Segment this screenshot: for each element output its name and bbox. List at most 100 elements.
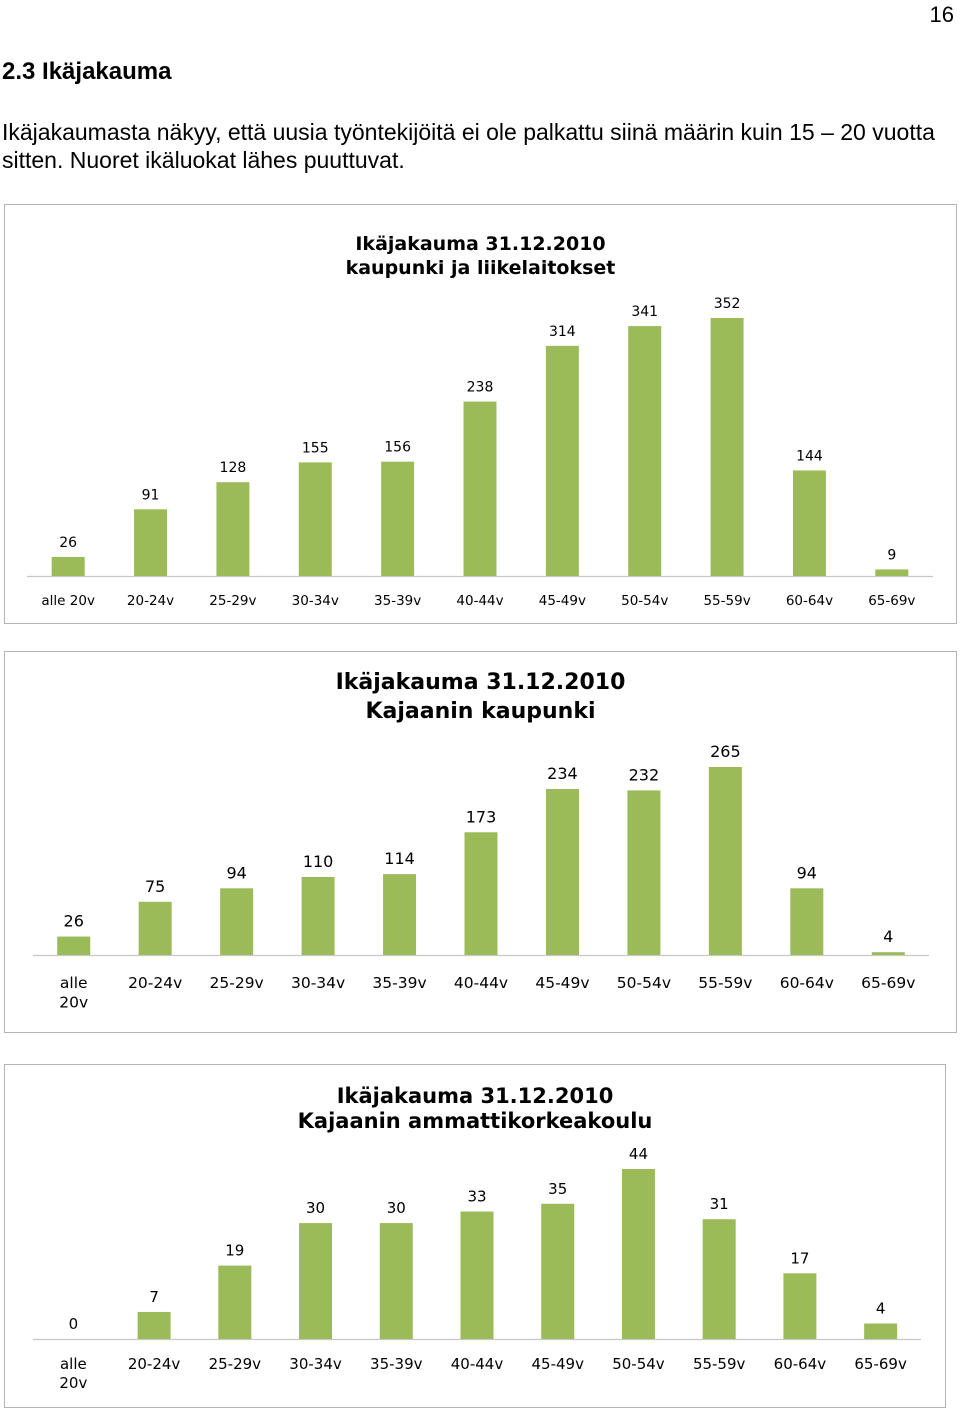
data-label: 173 <box>466 807 497 826</box>
bar <box>628 326 662 576</box>
x-tick-label: 35-39v <box>372 974 426 992</box>
bar <box>299 1223 333 1339</box>
data-label: 94 <box>226 863 246 882</box>
x-tick-label: 60-64v <box>774 1355 827 1373</box>
bar <box>545 345 579 576</box>
bar <box>137 1311 171 1339</box>
data-label: 35 <box>548 1180 567 1198</box>
bar <box>379 1223 413 1339</box>
bar <box>790 888 824 955</box>
x-tick-label: 65-69v <box>854 1355 907 1373</box>
x-tick-label: alle 20v <box>59 1355 87 1392</box>
chart-frame-2: Ikäjakauma 31.12.2010 Kajaanin kaupunki 26… <box>4 651 957 1033</box>
bar <box>220 888 254 955</box>
data-label: 232 <box>629 765 660 784</box>
data-label: 30 <box>306 1199 325 1217</box>
x-tick-label: 45-49v <box>531 1355 584 1373</box>
bar <box>871 952 905 955</box>
data-label: 238 <box>467 380 494 396</box>
x-tick-label: 65-69v <box>861 974 915 992</box>
x-tick-label: 30-34v <box>291 974 345 992</box>
data-label: 0 <box>69 1315 79 1333</box>
x-tick-label: 45-49v <box>539 593 586 609</box>
data-label: 114 <box>384 849 415 868</box>
x-tick-label: 25-29v <box>210 974 264 992</box>
bar <box>710 318 744 576</box>
data-label: 156 <box>384 440 411 456</box>
data-label: 341 <box>631 304 658 320</box>
intro-paragraph: Ikäjakaumasta näkyy, että uusia työnteki… <box>2 119 935 173</box>
x-tick-label: 40-44v <box>454 974 508 992</box>
x-tick-label: 20-24v <box>128 1355 181 1373</box>
bar <box>545 788 579 955</box>
data-label: 265 <box>710 742 741 761</box>
chart-subtitle: Kajaanin kaupunki <box>365 699 595 724</box>
data-label: 352 <box>714 296 741 312</box>
x-tick-label: 60-64v <box>780 974 834 992</box>
bar <box>541 1203 575 1339</box>
x-tick-label: 35-39v <box>374 593 421 609</box>
bar <box>460 1211 494 1339</box>
data-label: 4 <box>883 927 893 946</box>
chart-subtitle: Kajaanin ammattikorkeakoulu <box>298 1109 653 1133</box>
data-label: 75 <box>145 877 165 896</box>
bar <box>864 1323 898 1339</box>
chart-frame-3: Ikäjakauma 31.12.2010 Kajaanin ammattikor… <box>4 1064 946 1408</box>
bar <box>627 790 661 955</box>
data-label: 30 <box>387 1199 406 1217</box>
data-label: 144 <box>796 448 823 464</box>
data-label: 155 <box>302 440 329 456</box>
x-tick-label: 30-34v <box>292 593 339 609</box>
x-tick-label: 50-54v <box>621 593 668 609</box>
bar <box>51 556 85 576</box>
data-label: 110 <box>303 852 334 871</box>
bar <box>708 767 742 955</box>
x-tick-label: 25-29v <box>209 593 256 609</box>
chart-title: Ikäjakauma 31.12.2010 <box>355 233 605 255</box>
chart-title: Ikäjakauma 31.12.2010 <box>337 1084 614 1108</box>
x-tick-label: 55-59v <box>703 593 750 609</box>
data-label: 33 <box>467 1188 486 1206</box>
data-label: 31 <box>710 1195 729 1213</box>
x-tick-label: 65-69v <box>868 593 915 609</box>
x-tick-label: 55-59v <box>698 974 752 992</box>
bar <box>381 461 415 576</box>
chart-title: Ikäjakauma 31.12.2010 <box>336 670 626 695</box>
x-tick-label: 20-24v <box>127 593 174 609</box>
x-tick-label: 40-44v <box>451 1355 504 1373</box>
bar <box>301 876 335 955</box>
x-tick-label: 50-54v <box>617 974 671 992</box>
chart-2: Ikäjakauma 31.12.2010 Kajaanin kaupunki 26… <box>33 670 929 1012</box>
data-label: 9 <box>887 547 896 563</box>
x-tick-label: 35-39v <box>370 1355 423 1373</box>
bar <box>875 569 909 576</box>
bar <box>383 874 417 955</box>
section-title: 2.3 Ikäjakauma <box>2 58 172 85</box>
x-tick-label: 20-24v <box>128 974 182 992</box>
bar <box>464 832 498 955</box>
x-tick-label: 45-49v <box>535 974 589 992</box>
bar <box>57 936 91 955</box>
x-tick-label: 60-64v <box>786 593 833 609</box>
x-tick-label: alle 20v <box>41 593 95 609</box>
bar <box>463 401 497 576</box>
data-label: 94 <box>797 863 817 882</box>
data-label: 26 <box>64 912 84 931</box>
data-label: 17 <box>790 1249 809 1267</box>
data-label: 19 <box>225 1242 244 1260</box>
x-tick-label: alle 20v <box>59 974 88 1012</box>
x-tick-label: 55-59v <box>693 1355 746 1373</box>
x-tick-label: 50-54v <box>612 1355 665 1373</box>
bar <box>216 482 250 576</box>
data-label: 234 <box>547 764 578 783</box>
chart-frame-1: Ikäjakauma 31.12.2010 kaupunki ja liikela… <box>4 204 957 624</box>
bar <box>702 1219 736 1339</box>
bar <box>298 462 332 576</box>
bar <box>621 1169 655 1339</box>
data-label: 44 <box>629 1145 648 1163</box>
data-label: 91 <box>142 487 160 503</box>
x-tick-label: 30-34v <box>289 1355 342 1373</box>
bar <box>134 509 168 576</box>
